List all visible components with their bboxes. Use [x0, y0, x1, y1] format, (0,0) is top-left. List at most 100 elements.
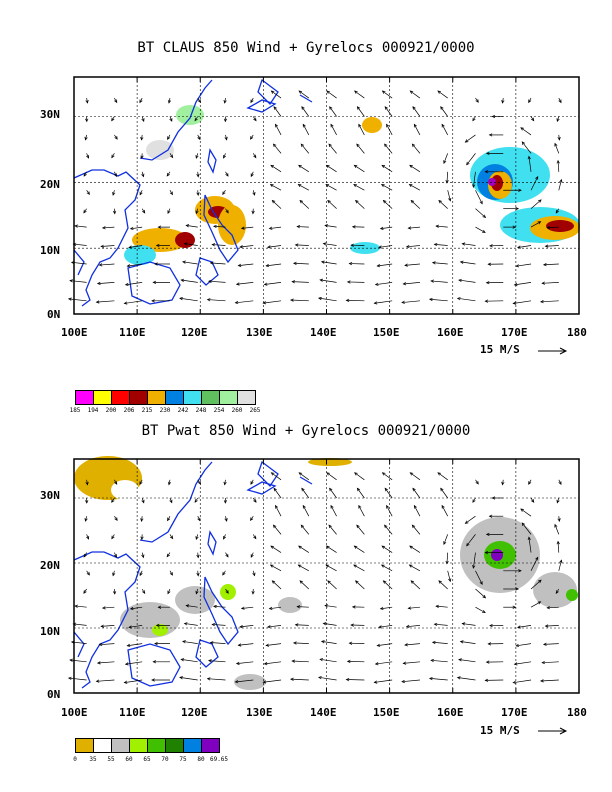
wind-vector	[502, 479, 504, 485]
wind-vector	[225, 516, 228, 522]
wind-vector	[111, 153, 115, 158]
wind-vector	[457, 677, 476, 681]
wind-vector-head	[401, 300, 405, 304]
wind-vector	[521, 522, 532, 535]
wind-vector-head	[211, 623, 216, 627]
wind-vector-head	[301, 106, 305, 110]
wind-vector	[557, 541, 560, 553]
wind-vector	[475, 208, 486, 218]
wind-vector	[475, 97, 479, 103]
wind-vector-head	[298, 545, 302, 549]
wind-vector	[324, 225, 337, 228]
wind-vector	[354, 545, 365, 553]
wind-vector	[139, 479, 143, 485]
bottom-map-title: BT Pwat 850 Wind + Gyrelocs 000921/0000	[141, 423, 471, 439]
wind-vector-head	[384, 106, 388, 110]
wind-vector-head	[211, 243, 216, 247]
wind-vector-head	[448, 197, 452, 202]
wind-vector-head	[250, 136, 254, 140]
wind-vector-head	[538, 579, 542, 584]
wind-vector	[318, 676, 337, 681]
wind-vector-head	[431, 640, 436, 645]
wind-vector	[74, 605, 87, 608]
wind-vector-head	[270, 472, 275, 476]
wind-vector-head	[380, 184, 385, 188]
wind-vector-head	[327, 199, 331, 204]
coastline	[195, 639, 219, 668]
wind-vector-head	[376, 264, 381, 268]
wind-vector-head	[197, 136, 201, 141]
wind-vector-head	[141, 173, 145, 178]
wind-vector-head	[546, 606, 551, 610]
colorbar-swatch	[75, 738, 94, 753]
wind-vector	[102, 606, 115, 609]
wind-vector-head	[225, 173, 229, 177]
wind-vector-head	[223, 481, 227, 486]
wind-vector-head	[84, 518, 88, 522]
wind-vector-head	[461, 242, 466, 246]
wind-vector-head	[381, 472, 386, 476]
wind-vector-head	[253, 154, 257, 159]
wind-vector	[168, 479, 171, 485]
wind-vector	[130, 606, 143, 610]
cloud-shade	[176, 105, 204, 125]
top-xlabel-120e: 120E	[181, 326, 208, 339]
wind-vector	[432, 641, 448, 644]
wind-vector-head	[180, 658, 185, 662]
wind-vector	[112, 190, 115, 196]
wind-vector-head	[296, 605, 301, 609]
wind-vector-head	[140, 136, 144, 141]
wind-vector-head	[252, 572, 256, 577]
wind-vector	[320, 658, 337, 663]
wind-vector	[141, 552, 144, 558]
wind-vector	[222, 570, 226, 576]
wind-vector	[556, 497, 560, 503]
wind-vector-head	[195, 210, 199, 215]
wind-vector	[194, 116, 199, 121]
wind-vector	[404, 643, 420, 646]
pwat-shade	[278, 597, 302, 613]
wind-vector	[299, 580, 310, 590]
wind-vector	[412, 106, 421, 117]
wind-vector-head	[111, 535, 115, 540]
top-ylabel-20n: 20N	[40, 178, 60, 191]
colorbar-swatch	[147, 738, 166, 753]
colorbar-tick-label: 242	[177, 407, 189, 414]
wind-vector-head	[353, 164, 358, 169]
wind-vector-head	[126, 643, 131, 648]
wind-vector-head	[151, 678, 155, 682]
pwat-shade	[491, 549, 503, 561]
wind-vector-head	[296, 225, 301, 229]
wind-vector-head	[330, 504, 334, 509]
wind-vector-head	[535, 176, 539, 180]
wind-vector	[530, 116, 535, 121]
wind-vector	[83, 171, 87, 177]
wind-vector	[327, 200, 337, 209]
wind-vector	[517, 245, 532, 248]
wind-vector-head	[269, 564, 274, 568]
wind-vector	[324, 605, 337, 608]
coastline	[246, 99, 277, 113]
wind-vector	[210, 642, 226, 644]
wind-vector-head	[472, 117, 476, 122]
wind-vector	[323, 623, 337, 626]
wind-vector-head	[111, 154, 115, 159]
wind-vector-head	[129, 606, 134, 611]
wind-vector	[326, 472, 337, 481]
wind-vector-head	[542, 642, 547, 646]
top-xlabel-100e: 100E	[61, 326, 88, 339]
wind-vector	[252, 153, 257, 158]
wind-vector	[298, 164, 310, 173]
wind-vector-head	[466, 161, 470, 166]
wind-vector-head	[196, 192, 200, 197]
wind-vector-head	[169, 154, 174, 159]
wind-vector	[250, 134, 254, 140]
wind-vector-head	[559, 559, 563, 564]
wind-vector	[530, 601, 541, 608]
wind-vector-head	[438, 580, 442, 584]
wind-vector-head	[381, 164, 386, 169]
wind-vector	[434, 243, 448, 246]
wind-vector	[74, 225, 87, 228]
wind-vector	[298, 545, 310, 553]
cloud-shade	[546, 220, 574, 232]
